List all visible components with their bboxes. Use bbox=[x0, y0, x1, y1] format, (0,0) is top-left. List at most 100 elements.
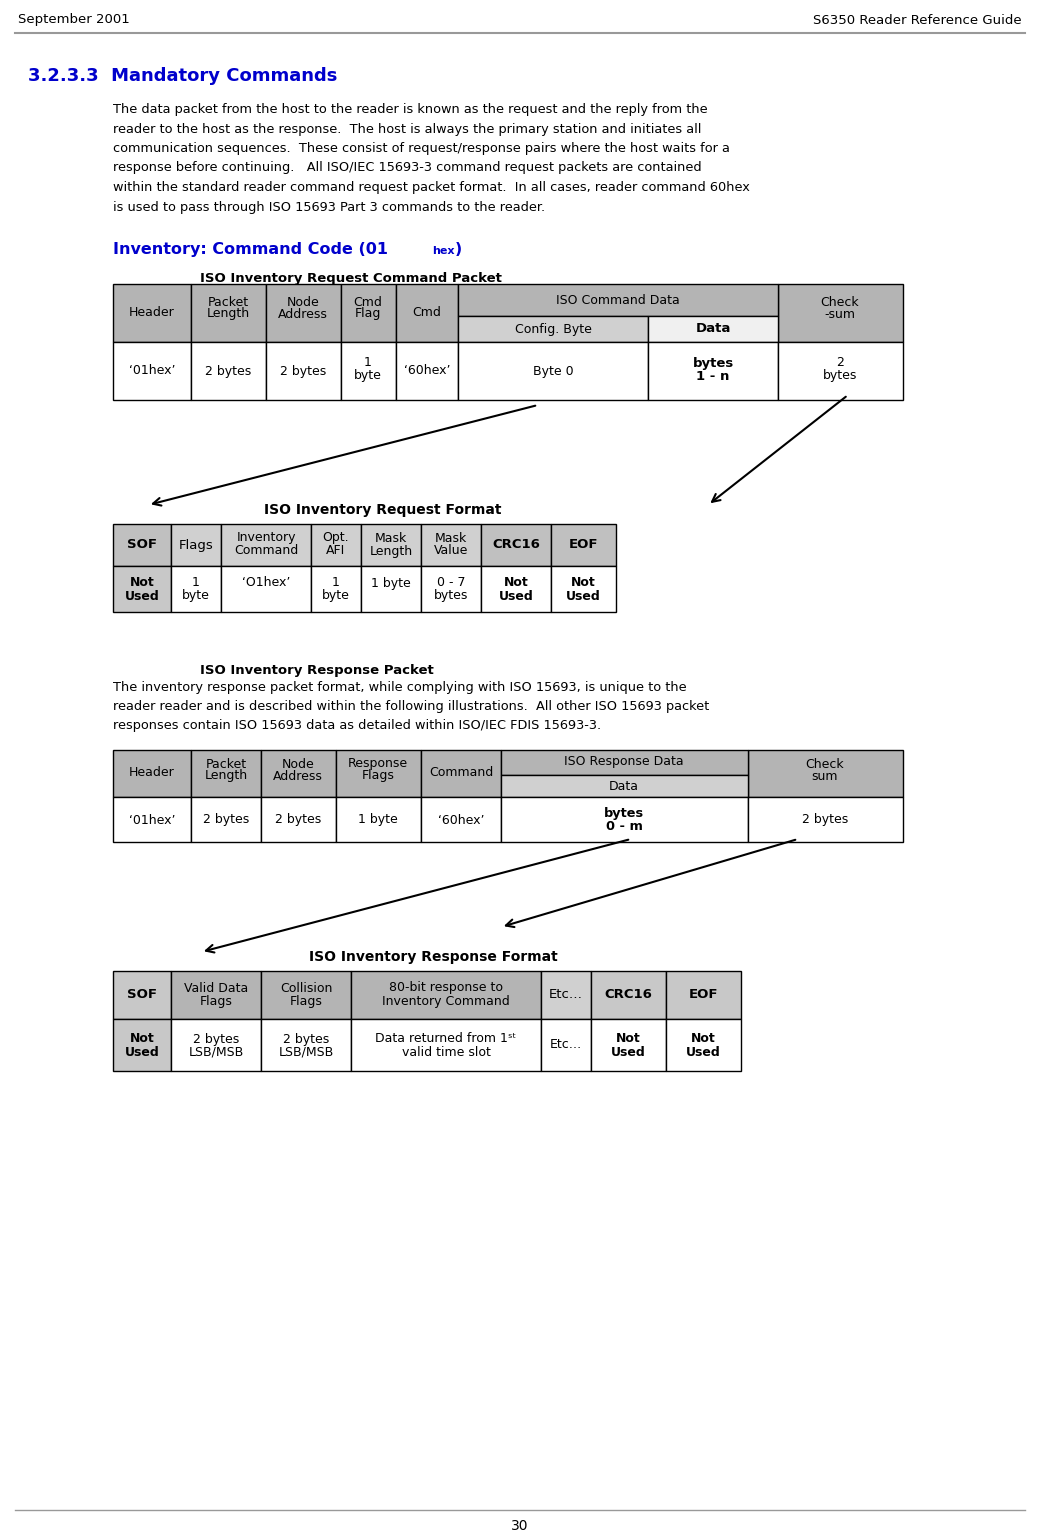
Text: 0 - m: 0 - m bbox=[605, 820, 643, 834]
Bar bbox=[113, 285, 191, 342]
Text: Not: Not bbox=[130, 577, 154, 589]
Text: ISO Inventory Request Command Packet: ISO Inventory Request Command Packet bbox=[200, 272, 502, 285]
Text: 1 byte: 1 byte bbox=[358, 814, 398, 826]
Text: 30: 30 bbox=[512, 1519, 528, 1533]
Bar bbox=[551, 523, 616, 566]
Text: Flag: Flag bbox=[355, 308, 382, 320]
Text: CRC16: CRC16 bbox=[604, 988, 652, 1002]
Text: EOF: EOF bbox=[688, 988, 718, 1002]
Text: Used: Used bbox=[685, 1045, 721, 1059]
Bar bbox=[421, 523, 480, 566]
Text: bytes: bytes bbox=[823, 369, 857, 383]
Bar bbox=[396, 285, 458, 342]
Text: Inventory: Command Code (01: Inventory: Command Code (01 bbox=[113, 242, 388, 257]
Text: Data returned from 1ˢᵗ: Data returned from 1ˢᵗ bbox=[375, 1033, 517, 1045]
Text: Mask: Mask bbox=[374, 531, 407, 545]
Text: valid time slot: valid time slot bbox=[401, 1045, 491, 1059]
Bar bbox=[191, 342, 266, 400]
Bar bbox=[396, 342, 458, 400]
Text: Flags: Flags bbox=[362, 770, 394, 782]
Bar bbox=[191, 285, 266, 342]
Text: Etc…: Etc… bbox=[549, 988, 583, 1002]
Bar bbox=[261, 797, 336, 842]
Bar bbox=[666, 971, 740, 1019]
Bar bbox=[480, 566, 551, 613]
Text: is used to pass through ISO 15693 Part 3 commands to the reader.: is used to pass through ISO 15693 Part 3… bbox=[113, 200, 545, 214]
Text: 2 bytes: 2 bytes bbox=[280, 365, 327, 377]
Text: 1: 1 bbox=[364, 357, 372, 369]
Text: Not: Not bbox=[130, 1033, 154, 1045]
Text: ‘01hex’: ‘01hex’ bbox=[129, 365, 176, 377]
Text: Inventory Command: Inventory Command bbox=[382, 994, 510, 1008]
Text: LSB/MSB: LSB/MSB bbox=[279, 1045, 334, 1059]
Text: ISO Inventory Response Packet: ISO Inventory Response Packet bbox=[200, 663, 434, 677]
Text: 1: 1 bbox=[192, 577, 200, 589]
Bar bbox=[113, 342, 191, 400]
Text: ISO Response Data: ISO Response Data bbox=[564, 756, 684, 768]
Bar bbox=[421, 566, 480, 613]
Text: ): ) bbox=[456, 242, 462, 257]
Text: Check: Check bbox=[806, 757, 844, 771]
Bar bbox=[748, 749, 903, 797]
Text: SOF: SOF bbox=[127, 988, 157, 1002]
Text: Used: Used bbox=[125, 1045, 159, 1059]
Bar bbox=[113, 749, 191, 797]
Text: September 2001: September 2001 bbox=[18, 14, 130, 26]
Text: communication sequences.  These consist of request/response pairs where the host: communication sequences. These consist o… bbox=[113, 142, 730, 155]
Text: Data: Data bbox=[696, 323, 731, 336]
Text: bytes: bytes bbox=[693, 357, 733, 369]
Text: SOF: SOF bbox=[127, 539, 157, 551]
Bar bbox=[458, 315, 648, 342]
Bar bbox=[648, 315, 778, 342]
Bar bbox=[311, 566, 361, 613]
Bar bbox=[458, 342, 648, 400]
Text: Config. Byte: Config. Byte bbox=[515, 323, 592, 336]
Bar bbox=[501, 749, 748, 776]
Text: Address: Address bbox=[278, 308, 328, 320]
Bar bbox=[421, 797, 501, 842]
Text: 1: 1 bbox=[332, 577, 340, 589]
Bar bbox=[266, 342, 341, 400]
Text: Cmd: Cmd bbox=[413, 306, 441, 320]
Text: Not: Not bbox=[691, 1033, 716, 1045]
Text: Opt.: Opt. bbox=[322, 531, 349, 545]
Text: Valid Data: Valid Data bbox=[184, 982, 249, 994]
Text: ISO Inventory Request Format: ISO Inventory Request Format bbox=[264, 503, 501, 517]
Text: Cmd: Cmd bbox=[354, 295, 383, 308]
Text: ‘O1hex’: ‘O1hex’ bbox=[242, 577, 290, 589]
Text: Length: Length bbox=[206, 308, 250, 320]
Text: EOF: EOF bbox=[568, 539, 598, 551]
Text: hex: hex bbox=[432, 246, 454, 255]
Text: Check: Check bbox=[821, 295, 859, 308]
Bar bbox=[352, 971, 541, 1019]
Text: Header: Header bbox=[129, 306, 175, 320]
Text: Packet: Packet bbox=[206, 757, 246, 771]
Text: Mask: Mask bbox=[435, 531, 467, 545]
Text: 80-bit response to: 80-bit response to bbox=[389, 982, 503, 994]
Text: 2: 2 bbox=[836, 357, 843, 369]
Text: Response: Response bbox=[348, 757, 408, 771]
Bar bbox=[222, 523, 311, 566]
Bar bbox=[311, 523, 361, 566]
Text: Length: Length bbox=[205, 770, 248, 782]
Bar bbox=[341, 342, 396, 400]
Text: 0 - 7: 0 - 7 bbox=[437, 577, 465, 589]
Text: ‘60hex’: ‘60hex’ bbox=[404, 365, 450, 377]
Bar bbox=[171, 1019, 261, 1071]
Text: byte: byte bbox=[354, 369, 382, 383]
Bar bbox=[666, 1019, 740, 1071]
Text: 1 byte: 1 byte bbox=[371, 577, 411, 589]
Bar bbox=[480, 523, 551, 566]
Text: 2 bytes: 2 bytes bbox=[802, 814, 849, 826]
Text: Etc…: Etc… bbox=[550, 1039, 582, 1051]
Text: S6350 Reader Reference Guide: S6350 Reader Reference Guide bbox=[813, 14, 1022, 26]
Text: 2 bytes: 2 bytes bbox=[203, 814, 250, 826]
Text: Data: Data bbox=[609, 779, 639, 793]
Text: CRC16: CRC16 bbox=[492, 539, 540, 551]
Bar bbox=[501, 776, 748, 797]
Bar bbox=[361, 523, 421, 566]
Bar bbox=[748, 797, 903, 842]
Bar bbox=[261, 971, 352, 1019]
Text: Node: Node bbox=[282, 757, 314, 771]
Bar bbox=[541, 971, 591, 1019]
